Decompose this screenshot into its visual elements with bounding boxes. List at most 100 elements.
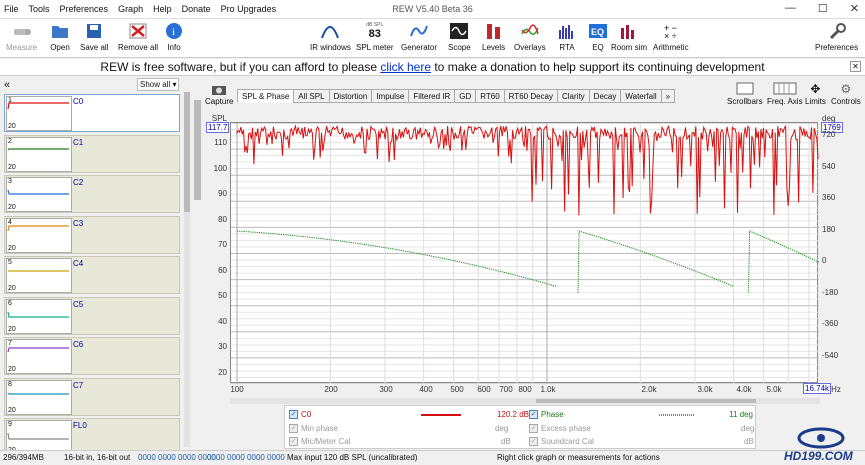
- output-levels: 0000 0000 0000 0000: [207, 453, 285, 462]
- right-freq-limit[interactable]: 16.74k: [803, 383, 832, 394]
- measurement-item[interactable]: 2 20 C1: [4, 134, 180, 173]
- scope-icon: [449, 21, 469, 41]
- gear-icon: ⚙: [840, 82, 852, 96]
- menu-pro-upgrades[interactable]: Pro Upgrades: [220, 4, 277, 14]
- measurement-item[interactable]: 7 20 C6: [4, 337, 180, 375]
- eq-icon: EQ: [588, 21, 608, 41]
- measurement-item[interactable]: 1 20 C0: [4, 94, 180, 132]
- menu-donate[interactable]: Donate: [181, 4, 211, 14]
- maximize-icon[interactable]: ☐: [817, 3, 828, 15]
- controls-button[interactable]: ⚙ Controls: [831, 82, 861, 106]
- legend-c0[interactable]: ✓ C0 120.2 dB: [289, 410, 529, 419]
- plot-canvas[interactable]: [231, 123, 819, 384]
- c0-checkbox[interactable]: ✓: [289, 410, 298, 419]
- scope-button[interactable]: Scope: [448, 21, 471, 52]
- scrollbar-thumb[interactable]: [184, 92, 190, 212]
- spl-tick-label: 30: [218, 342, 227, 351]
- info-button[interactable]: i Info: [164, 21, 184, 52]
- min-phase-checkbox[interactable]: ✓: [289, 424, 298, 433]
- tab-graph[interactable]: RT60 Decay: [503, 89, 557, 103]
- preferences-button[interactable]: Preferences: [815, 21, 858, 52]
- measurement-name: C5: [73, 299, 84, 309]
- menu-help[interactable]: Help: [153, 4, 172, 14]
- tab-graph[interactable]: RT60: [475, 89, 504, 103]
- mic-cal-checkbox[interactable]: ✓: [289, 437, 298, 446]
- levels-button[interactable]: Levels: [482, 21, 505, 52]
- arithmetic-button[interactable]: + − × ÷ Arithmetic: [653, 23, 689, 52]
- tab-graph[interactable]: »: [660, 89, 676, 103]
- folder-icon: [50, 21, 70, 41]
- close-icon[interactable]: ✕: [849, 3, 859, 15]
- hscroll-thumb[interactable]: [536, 399, 756, 403]
- menu-graph[interactable]: Graph: [118, 4, 144, 14]
- graph-hscroll[interactable]: [230, 398, 820, 404]
- legend-min-phase[interactable]: ✓ Min phase deg: [289, 424, 509, 433]
- memory-usage: 296/394MB: [3, 453, 44, 462]
- donate-banner: REW is free software, but if you can aff…: [0, 59, 865, 76]
- tab-graph[interactable]: Filtered IR: [408, 89, 455, 103]
- tab-graph[interactable]: Impulse: [371, 89, 409, 103]
- tab-graph[interactable]: SPL & Phase: [237, 89, 294, 103]
- measurement-item[interactable]: 8 20 C7: [4, 377, 180, 416]
- measurement-item[interactable]: 4 20 C3: [4, 215, 180, 254]
- save-all-button[interactable]: Save all: [80, 21, 108, 52]
- measurement-item[interactable]: 3 20 C2: [4, 175, 180, 213]
- freq-axis-button[interactable]: Freq. Axis: [767, 82, 803, 106]
- tab-graph[interactable]: All SPL: [293, 89, 329, 103]
- show-all-select[interactable]: Show all ▾: [137, 78, 179, 91]
- limits-button[interactable]: ✥ Limits: [805, 82, 826, 106]
- measure-button[interactable]: Measure: [6, 21, 37, 52]
- freq-tick-label: 2.0k: [641, 385, 657, 394]
- measurement-item[interactable]: 5 20 C4: [4, 256, 180, 294]
- freq-tick-label: 300: [379, 385, 393, 394]
- legend-mic-cal[interactable]: ✓ Mic/Meter Cal dB: [289, 437, 511, 446]
- soundcard-cal-checkbox[interactable]: ✓: [529, 437, 538, 446]
- scrollbars-button[interactable]: Scrollbars: [727, 82, 763, 106]
- tab-graph[interactable]: Distortion: [328, 89, 372, 103]
- eq-button[interactable]: EQ EQ: [588, 21, 608, 52]
- rta-button[interactable]: RTA: [557, 21, 577, 52]
- close-banner-icon[interactable]: ✕: [850, 61, 861, 72]
- capture-button[interactable]: Capture: [205, 83, 233, 106]
- camera-icon: [205, 83, 233, 97]
- spl-phase-plot[interactable]: [230, 122, 819, 384]
- measurement-thumbnail: 8 20: [6, 379, 72, 415]
- generator-button[interactable]: Generator: [401, 21, 437, 52]
- top-deg-limit[interactable]: 1769: [821, 122, 843, 133]
- measurement-thumbnail: 2 20: [6, 136, 72, 172]
- menu-preferences[interactable]: Preferences: [59, 4, 109, 14]
- c0-line-sample: [421, 413, 461, 416]
- legend-soundcard-cal[interactable]: ✓ Soundcard Cal dB: [529, 437, 754, 446]
- freq-tick-label: 200: [324, 385, 338, 394]
- overlays-button[interactable]: Overlays: [514, 21, 546, 52]
- watermark-logo: HD199.COM: [778, 427, 864, 463]
- collapse-panel-button[interactable]: «: [4, 79, 11, 91]
- room-sim-button[interactable]: Room sim: [611, 21, 647, 52]
- thumbnail-curve: [8, 270, 69, 272]
- measurement-number: 8: [8, 380, 12, 388]
- window-title: REW V5.40 Beta 36: [392, 4, 473, 14]
- excess-phase-checkbox[interactable]: ✓: [529, 424, 538, 433]
- freq-tick-label: 3.0k: [697, 385, 713, 394]
- menu-file[interactable]: File: [4, 4, 19, 14]
- measurement-item[interactable]: 920FL0: [4, 418, 180, 456]
- donate-link[interactable]: click here: [380, 60, 432, 74]
- open-button[interactable]: Open: [50, 21, 70, 52]
- measurement-name: C4: [73, 259, 84, 268]
- legend-phase[interactable]: ✓ Phase 11 deg: [529, 410, 753, 419]
- top-spl-limit[interactable]: 117.7: [206, 122, 230, 133]
- spl-meter-button[interactable]: dB SPL 83 SPL meter: [356, 22, 394, 52]
- legend-excess-phase[interactable]: ✓ Excess phase deg: [529, 424, 755, 433]
- tab-graph[interactable]: GD: [454, 89, 476, 103]
- measurement-item[interactable]: 6 20 C5: [4, 296, 180, 335]
- menu-tools[interactable]: Tools: [28, 4, 50, 14]
- ir-windows-button[interactable]: IR windows: [310, 21, 351, 52]
- measurements-scrollbar[interactable]: [184, 92, 190, 447]
- minimize-icon[interactable]: —: [784, 2, 796, 14]
- panel-splitter[interactable]: [194, 100, 201, 200]
- phase-checkbox[interactable]: ✓: [529, 410, 538, 419]
- remove-all-button[interactable]: Remove all: [118, 21, 158, 52]
- tab-graph[interactable]: Waterfall: [620, 89, 661, 103]
- tab-graph[interactable]: Clarity: [557, 89, 589, 103]
- tab-graph[interactable]: Decay: [588, 89, 621, 103]
